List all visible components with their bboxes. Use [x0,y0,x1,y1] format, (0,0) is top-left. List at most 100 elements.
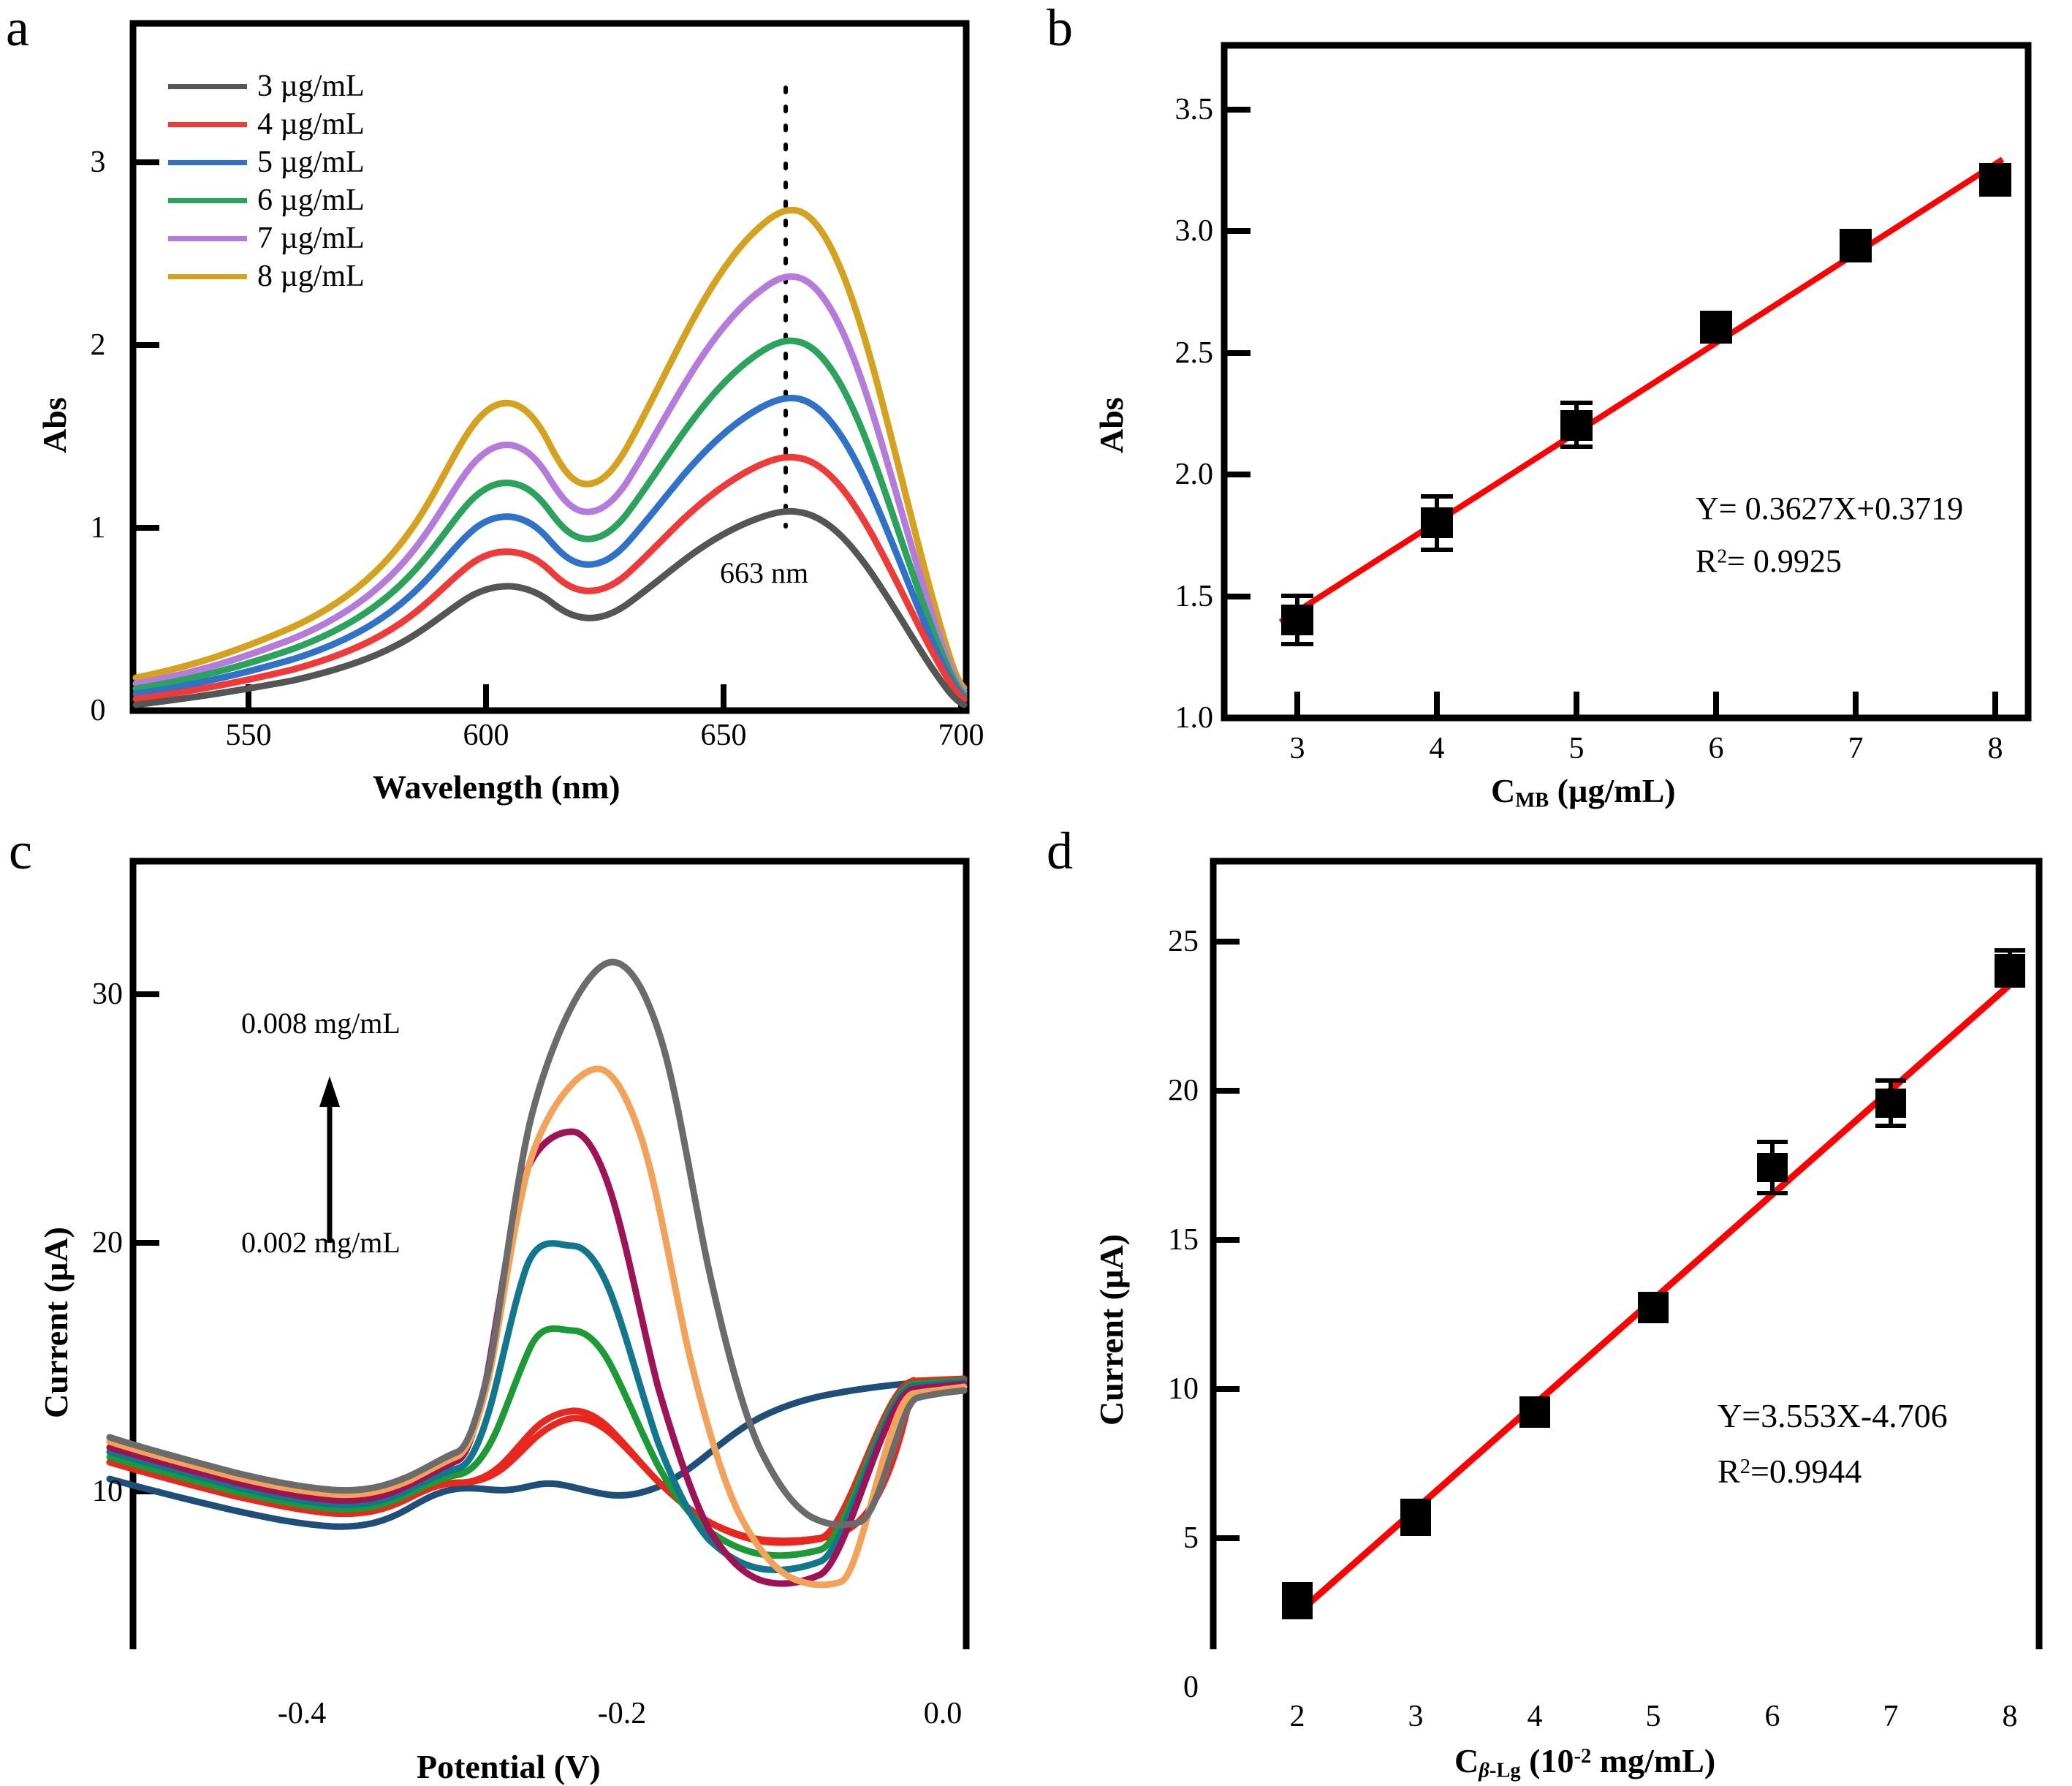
panel-b-xlabel-subscript: MB [1515,789,1549,812]
panel-b-r-value: = 0.9925 [1727,543,1842,579]
panel-a-xtick-700: 700 [938,719,984,752]
legend-swatch-7 [168,235,247,241]
panel-d-xtick-7: 7 [1883,1700,1899,1733]
panel-b-ytick-2: 1.5 [1174,580,1214,613]
legend-item: 4 µg/mL [168,105,365,143]
panel-a-xtick-600: 600 [463,719,509,752]
panel-b: b [1038,0,2072,819]
panel-c-xtick-neg04: -0.4 [277,1697,327,1730]
panel-b-xlabel-units: (µg/mL) [1549,772,1676,809]
panel-b-fit-equation: Y= 0.3627X+0.3719 [1696,491,1964,526]
legend-item: 5 µg/mL [168,143,365,181]
legend-swatch-4 [168,121,247,127]
panel-d-ytick-20: 20 [1168,1074,1199,1108]
panel-c-ytick-20: 20 [92,1226,123,1260]
legend-item: 8 µg/mL [168,257,365,295]
legend-swatch-3 [168,83,247,89]
panel-d: d [1038,819,2072,1782]
panel-c-annotation-bottom: 0.002 mg/mL [241,1226,401,1259]
panel-d-ytick-25: 25 [1168,925,1199,958]
panel-b-xtick-5: 5 [1568,732,1585,765]
panel-a-ytick-3: 3 [90,145,106,179]
legend-label-4: 4 µg/mL [257,107,365,141]
panel-c-ylabel: Current (µA) [37,1227,75,1418]
panel-d-xtick-3: 3 [1408,1700,1424,1733]
panel-c-letter: c [9,822,32,880]
panel-d-xlabel-symbol: C [1454,1742,1479,1779]
legend-swatch-5 [168,159,247,165]
panel-a-ytick-0: 0 [90,694,106,727]
panel-b-xtick-3: 3 [1289,732,1305,765]
panel-d-ytick-0: 0 [1183,1670,1199,1704]
panel-b-ytick-1: 1.0 [1174,701,1214,735]
panel-d-fit-equation: Y=3.553X-4.706 [1718,1397,1948,1434]
panel-c-xtick-00: 0.0 [923,1697,963,1730]
panel-d-xlabel-exponent: -2 [1574,1745,1592,1768]
panel-c-annotation-top: 0.008 mg/mL [241,1007,401,1040]
legend-item: 6 µg/mL [168,181,365,219]
legend-label-6: 6 µg/mL [257,183,365,217]
legend-item: 7 µg/mL [168,219,365,257]
panel-a: a [0,0,1038,819]
panel-d-ylabel: Current (µA) [1093,1234,1130,1426]
legend-item: 3 µg/mL [168,67,365,105]
panel-c: c [0,819,1038,1785]
panel-b-xtick-8: 8 [1987,732,2003,765]
panel-b-xtick-7: 7 [1848,732,1864,765]
legend-swatch-8 [168,273,247,279]
panel-d-r-value: =0.9944 [1750,1453,1862,1490]
panel-d-letter: d [1047,822,1073,880]
panel-d-xlabel-units-open: (10 [1520,1742,1574,1779]
panel-d-xtick-2: 2 [1289,1700,1305,1733]
panel-a-xlabel: Wavelength (nm) [373,768,621,806]
panel-b-xlabel: CMB (µg/mL) [1491,771,1676,812]
panel-a-ytick-2: 2 [90,328,106,362]
panel-b-ytick-5: 3.0 [1174,214,1214,248]
panel-b-ytick-6: 3.5 [1174,93,1214,126]
panel-d-ytick-15: 15 [1168,1223,1199,1257]
panel-b-xlabel-symbol: C [1491,772,1516,809]
panel-c-xtick-neg02: -0.2 [597,1697,647,1730]
panel-c-ytick-30: 30 [92,977,123,1011]
panel-d-xtick-8: 8 [2002,1700,2018,1733]
panel-d-ytick-10: 10 [1168,1372,1199,1406]
panel-d-r-exponent: 2 [1739,1456,1750,1479]
panel-c-ytick-10: 10 [92,1475,123,1508]
panel-a-letter: a [6,0,29,57]
panel-a-xtick-650: 650 [700,719,747,752]
panel-a-plot [129,20,970,714]
panel-a-ytick-1: 1 [90,511,106,545]
panel-d-r-squared: R2=0.9944 [1718,1452,1862,1491]
legend-label-5: 5 µg/mL [257,145,365,179]
panel-d-ytick-5: 5 [1183,1521,1199,1555]
panel-b-xtick-4: 4 [1429,732,1445,765]
legend-label-7: 7 µg/mL [257,222,365,255]
panel-a-legend: 3 µg/mL 4 µg/mL 5 µg/mL 6 µg/mL 7 µg/mL … [168,67,365,295]
panel-b-r-squared: R2= 0.9925 [1696,542,1842,580]
legend-label-3: 3 µg/mL [257,69,365,103]
panel-b-letter: b [1047,0,1073,57]
panel-b-r-exponent: 2 [1717,545,1727,567]
panel-a-xtick-550: 550 [225,719,272,752]
legend-swatch-6 [168,197,247,203]
panel-d-xtick-4: 4 [1527,1700,1543,1733]
panel-a-ylabel: Abs [36,397,73,453]
panel-b-r-symbol: R [1696,543,1718,579]
panel-d-xlabel-sub-lg: -Lg [1489,1759,1521,1782]
panel-d-xtick-5: 5 [1645,1700,1661,1733]
panel-a-annotation-663nm: 663 nm [720,556,809,589]
panel-d-xlabel-sub-beta: β [1479,1759,1490,1782]
panel-b-ytick-4: 2.5 [1174,336,1214,370]
panel-d-xlabel: Cβ-Lg (10-2 mg/mL) [1454,1741,1715,1782]
panel-b-plot [1221,42,2032,722]
panel-b-ytick-3: 2.0 [1174,458,1214,491]
panel-c-xlabel: Potential (V) [417,1748,601,1785]
panel-b-xtick-6: 6 [1708,732,1724,765]
panel-d-xtick-6: 6 [1764,1700,1780,1733]
panel-d-plot [1210,858,2043,1649]
panel-d-xlabel-units-close: mg/mL) [1591,1742,1716,1779]
panel-b-ylabel: Abs [1093,397,1130,453]
panel-c-plot [106,858,970,1649]
panel-d-r-symbol: R [1718,1453,1740,1490]
